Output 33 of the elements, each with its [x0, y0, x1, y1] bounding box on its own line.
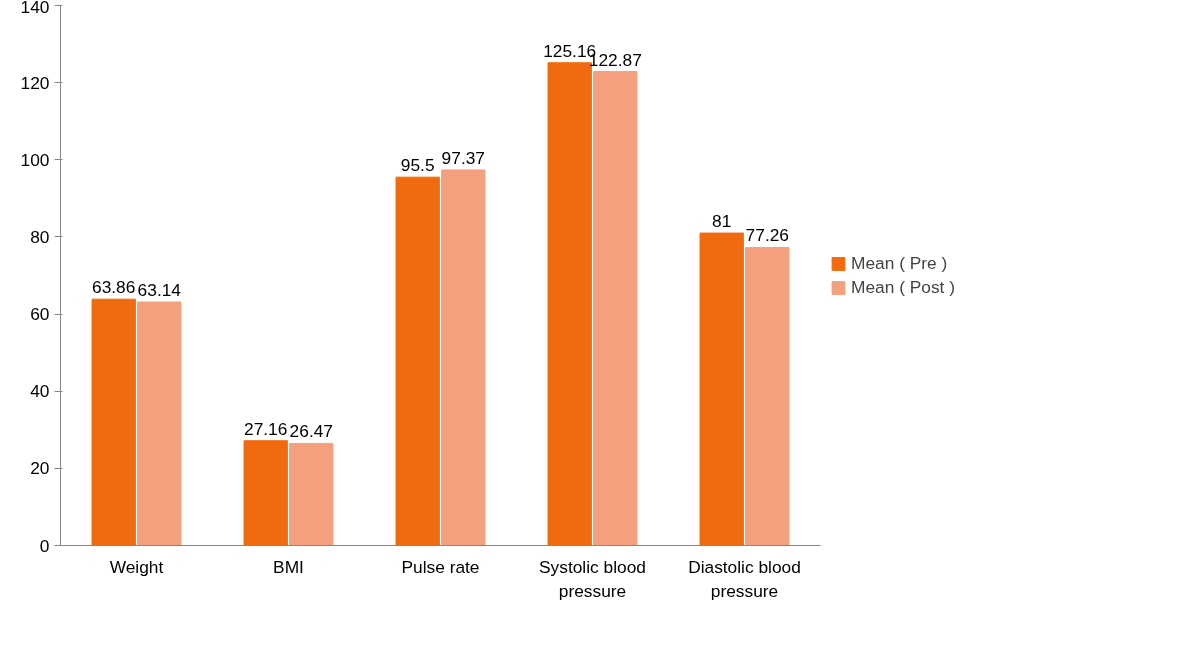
data-label: 81 [712, 211, 732, 232]
data-label: 77.26 [745, 225, 789, 246]
bar [395, 176, 440, 546]
y-tick-label: 40 [30, 381, 50, 402]
y-tick-label: 100 [20, 149, 50, 170]
data-label: 95.5 [400, 155, 435, 176]
legend-label: Mean ( Pre ) [851, 252, 948, 274]
bar [289, 442, 334, 546]
x-tick-label: Systolic blood pressure [539, 556, 646, 601]
y-tick-label: 140 [20, 0, 50, 17]
data-label: 63.14 [137, 279, 182, 300]
bar [745, 247, 790, 546]
data-label: 27.16 [244, 418, 288, 439]
x-tick-label: Pulse rate [401, 556, 480, 577]
legend-label: Mean ( Post ) [851, 276, 956, 298]
bar [137, 301, 182, 546]
y-tick-label: 120 [20, 72, 50, 93]
y-tick-label: 20 [30, 458, 50, 479]
bar [699, 232, 744, 546]
y-tick-label: 0 [39, 535, 50, 556]
data-label: 26.47 [289, 421, 333, 442]
bar [593, 71, 638, 546]
data-label: 97.37 [441, 147, 485, 168]
x-tick-label: Diastolic blood pressure [688, 556, 801, 601]
x-tick-label: Weight [109, 556, 164, 577]
y-tick-label: 80 [30, 226, 50, 247]
data-label: 63.86 [92, 277, 136, 298]
bar [547, 62, 592, 546]
bar [243, 440, 288, 546]
bar [441, 169, 486, 546]
y-tick-label: 60 [30, 304, 50, 325]
x-tick-label: BMI [273, 556, 304, 577]
bar [91, 298, 136, 546]
